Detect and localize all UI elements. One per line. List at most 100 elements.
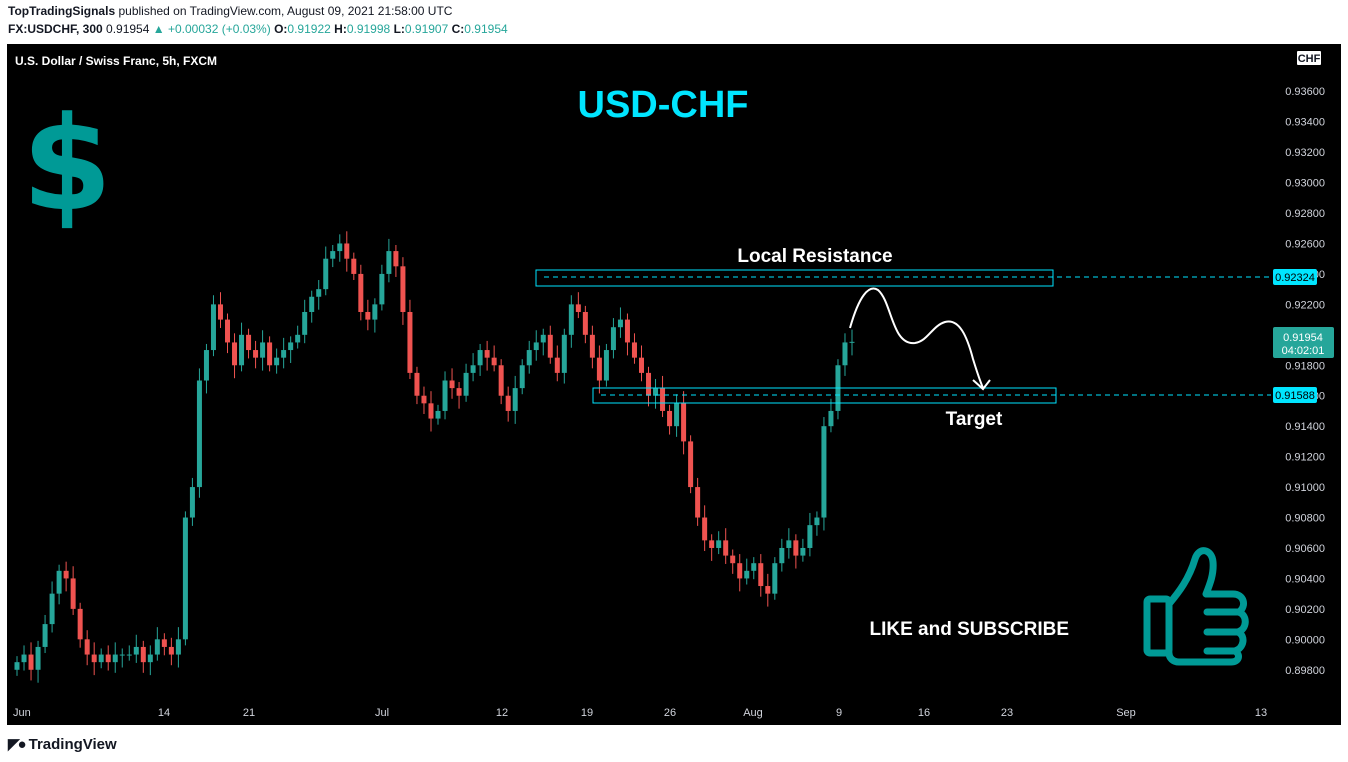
candle-down [400, 266, 406, 312]
candle-up [56, 570, 62, 594]
footer-brand: TradingView [28, 735, 117, 753]
time-tick: Sep [1116, 707, 1136, 719]
candle-up [751, 563, 757, 571]
countdown-label: 04:02:01 [1282, 345, 1325, 357]
price-tick: 0.90600 [1285, 543, 1325, 555]
candle-up [302, 311, 308, 335]
price-tick: 0.92600 [1285, 238, 1325, 250]
candle-up [512, 388, 518, 411]
candle-up [203, 350, 209, 381]
candle-up [323, 258, 329, 290]
tradingview-logo[interactable]: ◤● TradingView [8, 735, 117, 754]
candle-down [498, 365, 504, 396]
publish-line: TopTradingSignals published on TradingVi… [8, 4, 452, 18]
candle-up [772, 563, 778, 594]
resistance-zone[interactable] [535, 269, 1054, 287]
time-tick: 12 [496, 707, 508, 719]
time-tick: 13 [1255, 707, 1267, 719]
published-text: published on TradingView.com, August 09,… [118, 4, 453, 18]
candle-up [175, 639, 181, 655]
candle-up [98, 654, 104, 663]
candle-down [709, 540, 715, 548]
candle-down [267, 342, 273, 366]
candle-down [547, 334, 553, 358]
candle-down [631, 342, 637, 358]
candle-up [442, 380, 448, 411]
publisher-name[interactable]: TopTradingSignals [8, 4, 116, 18]
candle-up [617, 319, 623, 328]
projection-path[interactable] [849, 287, 984, 389]
candle-down [344, 243, 350, 259]
time-tick: 19 [581, 707, 593, 719]
target-price-label: 0.91588 [1275, 390, 1315, 402]
price-axis[interactable]: 0.93600 0.93400 0.93200 0.93000 0.92800 0.926… [1285, 86, 1325, 677]
price-tick: 0.92200 [1285, 299, 1325, 311]
price-tick: 0.91400 [1285, 421, 1325, 433]
candle-up [807, 525, 813, 548]
price-tick: 0.91800 [1285, 360, 1325, 372]
instrument-legend: U.S. Dollar / Swiss Franc, 5h, FXCM [15, 54, 217, 68]
candle-up [260, 342, 266, 358]
price-tick: 0.90800 [1285, 513, 1325, 525]
dollar-icon: $ [22, 88, 112, 240]
candle-up [21, 654, 27, 663]
chart-title: USD-CHF [578, 84, 749, 126]
time-tick: Jun [13, 707, 31, 719]
candle-down [723, 540, 729, 556]
symbol-label: FX:USDCHF, 300 [8, 22, 103, 36]
candle-up [189, 487, 195, 518]
price-tick: 0.92800 [1285, 208, 1325, 220]
candle-down [232, 342, 238, 366]
time-tick: 26 [664, 707, 676, 719]
candle-up [533, 342, 539, 351]
candle-up [744, 570, 750, 579]
candle-up [196, 380, 202, 488]
candle-up [309, 296, 315, 312]
price-tick: 0.91200 [1285, 452, 1325, 464]
candle-up [526, 350, 532, 366]
candle-down [421, 395, 427, 404]
candlestick-chart[interactable]: U.S. Dollar / Swiss Franc, 5h, FXCM $ US… [7, 44, 1341, 725]
time-tick: 9 [836, 707, 842, 719]
candle-down [695, 487, 701, 518]
projection-arrowhead [972, 379, 991, 391]
candle-up [210, 304, 216, 351]
chart-area[interactable]: U.S. Dollar / Swiss Franc, 5h, FXCM $ US… [7, 44, 1341, 725]
candle-down [84, 639, 90, 655]
candle-down [28, 654, 34, 670]
resistance-price-label: 0.92324 [1275, 272, 1315, 284]
candle-up [239, 334, 245, 366]
candle-down [638, 357, 644, 373]
candle-up [112, 654, 118, 663]
candle-up [119, 654, 125, 656]
candle-down [365, 311, 371, 320]
candle-down [217, 304, 223, 320]
candle-up [786, 540, 792, 548]
price-change: ▲ +0.00032 (+0.03%) [152, 22, 271, 36]
candle-down [393, 251, 399, 267]
time-tick: 21 [243, 707, 255, 719]
price-tick: 0.90400 [1285, 573, 1325, 585]
time-axis[interactable]: Jun 14 21 Jul 12 19 26 Aug 9 16 23 Sep 13 [13, 707, 1267, 719]
high-value: 0.91998 [346, 22, 391, 36]
currency-badge[interactable] [1297, 51, 1321, 65]
candle-down [624, 319, 630, 343]
ohlc-line: FX:USDCHF, 300 0.91954 ▲ +0.00032 (+0.03… [8, 22, 508, 36]
candle-up [463, 372, 469, 396]
price-tick: 0.93000 [1285, 178, 1325, 190]
candle-up [842, 342, 848, 366]
candle-down [449, 380, 455, 389]
resistance-price-badge [1273, 269, 1317, 285]
candle-down [407, 311, 413, 373]
candle-up [337, 243, 343, 252]
candle-down [737, 563, 743, 579]
candle-down [168, 646, 174, 655]
candle-down [484, 350, 490, 358]
candle-down [63, 570, 69, 579]
price-tick: 0.90000 [1285, 634, 1325, 646]
candle-up [610, 327, 616, 351]
candle-up [653, 388, 659, 396]
close-value: 0.91954 [464, 22, 508, 36]
thumbs-up-icon[interactable] [1143, 547, 1249, 666]
candle-down [414, 372, 420, 396]
